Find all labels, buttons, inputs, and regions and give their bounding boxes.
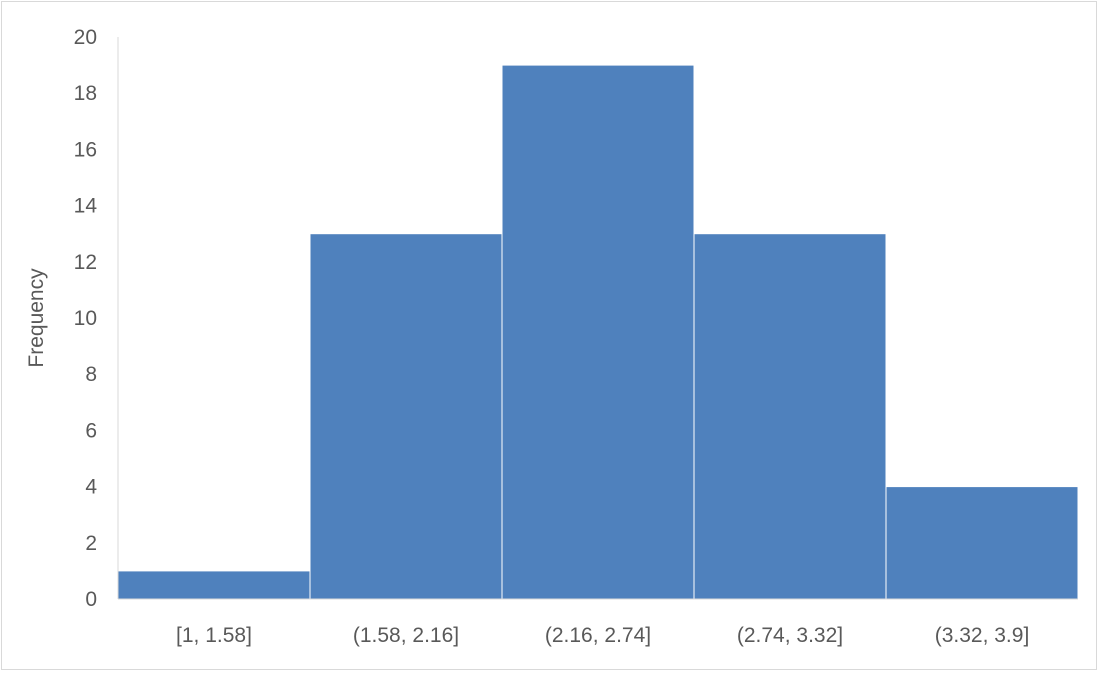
x-tick-label: (2.74, 3.32] [737, 624, 843, 647]
y-tick-labels: 0 2 4 6 8 10 12 14 16 18 20 [74, 26, 98, 611]
histogram-bar [309, 233, 503, 600]
y-tick-label: 10 [74, 307, 97, 330]
histogram-bar [693, 233, 887, 600]
y-tick-label: 18 [74, 82, 97, 105]
y-tick-label: 16 [74, 138, 97, 161]
y-tick-label: 8 [85, 363, 97, 386]
x-tick-label: (2.16, 2.74] [545, 624, 651, 647]
y-tick-label: 20 [74, 26, 97, 49]
y-axis-title: Frequency [25, 268, 48, 368]
y-tick-label: 6 [85, 419, 97, 442]
histogram-bar [885, 486, 1079, 600]
histogram-bar [501, 64, 695, 600]
bars-group [117, 64, 1079, 600]
y-tick-label: 4 [85, 476, 97, 499]
y-tick-label: 2 [85, 532, 97, 555]
x-tick-label: (3.32, 3.9] [935, 624, 1030, 647]
y-tick-label: 0 [85, 588, 97, 611]
histogram-bar [117, 570, 311, 600]
x-tick-labels: [1, 1.58] (1.58, 2.16] (2.16, 2.74] (2.74, … [176, 624, 1029, 647]
y-tick-label: 12 [74, 251, 97, 274]
x-tick-label: (1.58, 2.16] [353, 624, 459, 647]
x-tick-label: [1, 1.58] [176, 624, 252, 647]
y-tick-label: 14 [74, 195, 98, 218]
